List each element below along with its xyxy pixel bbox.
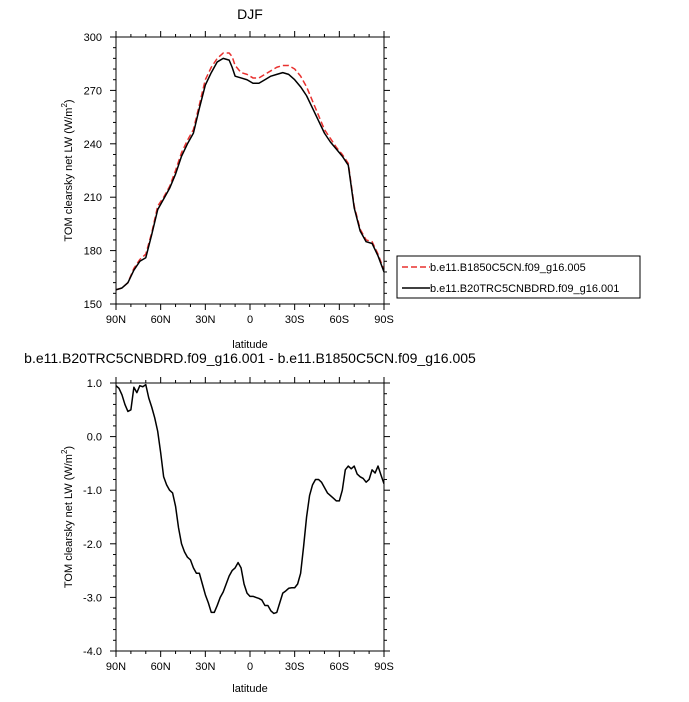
y-axis-label-end: ) bbox=[63, 446, 75, 450]
y-axis-label-end: ) bbox=[63, 99, 75, 103]
y-axis-label-sup: 2 bbox=[60, 449, 69, 454]
chart-panel-2: b.e11.B20TRC5CNBDRD.f09_g16.001 - b.e11.… bbox=[24, 350, 476, 695]
x-tick-label: 30S bbox=[285, 661, 305, 673]
y-tick-label: -2.0 bbox=[83, 539, 102, 551]
x-axis-label: latitude bbox=[232, 683, 267, 695]
y-tick-label: 210 bbox=[84, 192, 102, 204]
x-tick-label: 60N bbox=[151, 314, 171, 326]
series-line-1 bbox=[116, 52, 384, 291]
y-tick-label: 0.0 bbox=[87, 432, 102, 444]
chart-title: b.e11.B20TRC5CNBDRD.f09_g16.001 - b.e11.… bbox=[24, 350, 476, 366]
y-tick-label: -1.0 bbox=[83, 485, 102, 497]
plot-frame bbox=[115, 36, 385, 305]
legend-entry: b.e11.B1850C5CN.f09_g16.005 bbox=[430, 262, 586, 274]
y-axis-label: TOM clearsky net LW (W/m2) bbox=[60, 446, 75, 588]
y-tick-label: -3.0 bbox=[83, 592, 102, 604]
y-axis-label: TOM clearsky net LW (W/m2) bbox=[60, 99, 75, 241]
x-tick-label: 60N bbox=[151, 661, 171, 673]
legend: b.e11.B1850C5CN.f09_g16.005 b.e11.B20TRC5… bbox=[396, 255, 641, 299]
y-axis-label-main: TOM clearsky net LW (W/m bbox=[63, 108, 75, 242]
x-tick-label: 60S bbox=[330, 314, 350, 326]
y-tick-label: -4.0 bbox=[83, 646, 102, 658]
chart-panel-1: DJF 90N 60N 30N 0 30S 60S 90S 150 180 210 240 270 300… bbox=[60, 6, 641, 351]
y-tick-label: 1.0 bbox=[87, 378, 102, 390]
series-line-2 bbox=[116, 57, 384, 291]
y-tick-label: 240 bbox=[84, 139, 102, 151]
x-tick-label: 0 bbox=[247, 314, 253, 326]
x-tick-label: 90S bbox=[374, 661, 394, 673]
x-tick-label: 30N bbox=[195, 314, 215, 326]
legend-entry: b.e11.B20TRC5CNBDRD.f09_g16.001 bbox=[430, 283, 619, 295]
legend-box bbox=[396, 255, 641, 299]
series-line-1 bbox=[116, 383, 384, 615]
chart-title: DJF bbox=[237, 6, 263, 22]
x-tick-label: 90S bbox=[374, 314, 394, 326]
x-tick-label: 0 bbox=[247, 661, 253, 673]
y-tick-label: 270 bbox=[84, 85, 102, 97]
y-axis-label-sup: 2 bbox=[60, 103, 69, 108]
x-axis-label: latitude bbox=[232, 339, 267, 351]
x-tick-label: 90N bbox=[106, 661, 126, 673]
x-tick-label: 30S bbox=[285, 314, 305, 326]
y-axis-label-main: TOM clearsky net LW (W/m bbox=[63, 454, 75, 588]
x-tick-label: 60S bbox=[330, 661, 350, 673]
x-tick-label: 30N bbox=[195, 661, 215, 673]
y-tick-label: 180 bbox=[84, 246, 102, 258]
y-tick-label: 150 bbox=[84, 299, 102, 311]
y-tick-label: 300 bbox=[84, 32, 102, 44]
x-tick-label: 90N bbox=[106, 314, 126, 326]
